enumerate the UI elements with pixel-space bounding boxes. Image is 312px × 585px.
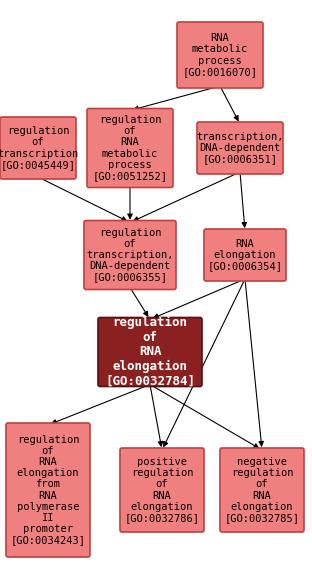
FancyBboxPatch shape — [87, 108, 173, 188]
Text: regulation
of
transcription
[GO:0045449]: regulation of transcription [GO:0045449] — [0, 126, 79, 170]
FancyBboxPatch shape — [84, 221, 176, 290]
Text: positive
regulation
of
RNA
elongation
[GO:0032786]: positive regulation of RNA elongation [G… — [124, 457, 199, 523]
Text: regulation
of
RNA
metabolic
process
[GO:0051252]: regulation of RNA metabolic process [GO:… — [92, 115, 168, 181]
Text: regulation
of
RNA
elongation
from
RNA
polymerase
II
promoter
[GO:0034243]: regulation of RNA elongation from RNA po… — [11, 435, 85, 545]
FancyBboxPatch shape — [0, 117, 76, 179]
FancyBboxPatch shape — [120, 448, 204, 532]
FancyBboxPatch shape — [177, 22, 263, 88]
FancyBboxPatch shape — [220, 448, 304, 532]
FancyBboxPatch shape — [204, 229, 286, 281]
Text: negative
regulation
of
RNA
elongation
[GO:0032785]: negative regulation of RNA elongation [G… — [225, 457, 300, 523]
FancyBboxPatch shape — [6, 423, 90, 557]
Text: RNA
elongation
[GO:0006354]: RNA elongation [GO:0006354] — [207, 239, 282, 271]
Text: regulation
of
RNA
elongation
[GO:0032784]: regulation of RNA elongation [GO:0032784… — [105, 316, 195, 388]
FancyBboxPatch shape — [98, 318, 202, 387]
Text: transcription,
DNA-dependent
[GO:0006351]: transcription, DNA-dependent [GO:0006351… — [196, 132, 284, 164]
Text: RNA
metabolic
process
[GO:0016070]: RNA metabolic process [GO:0016070] — [183, 33, 257, 77]
Text: regulation
of
transcription,
DNA-dependent
[GO:0006355]: regulation of transcription, DNA-depende… — [86, 228, 174, 283]
FancyBboxPatch shape — [197, 122, 283, 174]
